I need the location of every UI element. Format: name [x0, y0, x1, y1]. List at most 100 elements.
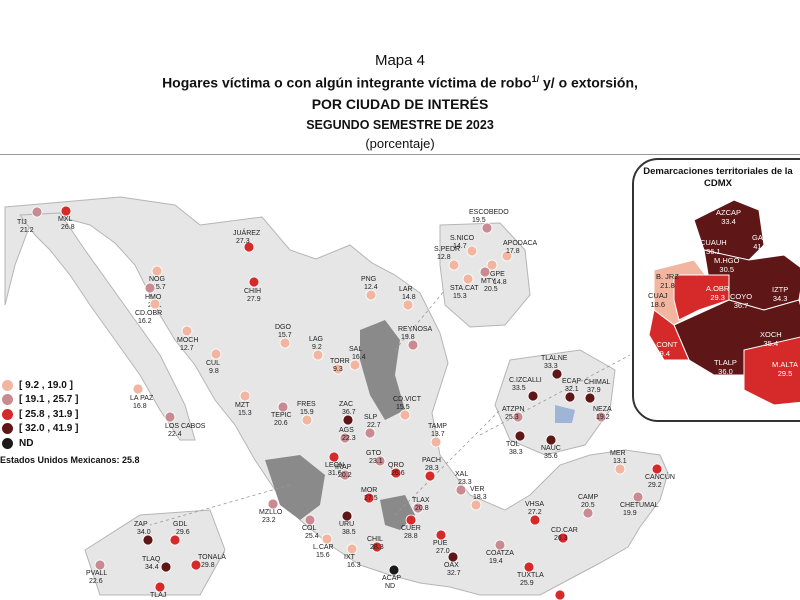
city-value: 32.1 — [565, 386, 579, 393]
city-value: 13.7 — [431, 431, 445, 438]
city-name: MZLLO — [259, 509, 283, 516]
city-dot — [144, 282, 156, 294]
cdmx-district-value: 36.1 — [706, 247, 721, 256]
city-dot — [595, 411, 607, 423]
city-dot — [190, 559, 202, 571]
city-dot — [160, 561, 172, 573]
city-name: COATZA — [486, 550, 514, 557]
title-footnote: 1/ — [531, 74, 540, 84]
cdmx-district-aobr — [673, 274, 730, 321]
city-dot — [142, 534, 154, 546]
city-value: 20.5 — [484, 286, 498, 293]
city-value: 26.3 — [554, 535, 568, 542]
city-markers: TIJ21.2MXL26.8NOG15.7HMO21.1JUÁREZ27.3CH… — [17, 205, 675, 600]
city-dot — [279, 337, 291, 349]
city-value: 28.3 — [425, 465, 439, 472]
city-dot — [424, 470, 436, 482]
city-name: LOS CABOS — [165, 423, 206, 430]
cdmx-district-value: 30.5 — [719, 265, 735, 274]
cdmx-district-label: B. JRZ 21.8 — [656, 272, 679, 290]
city-name: CD.VICT — [393, 396, 422, 403]
city-dot — [448, 259, 460, 271]
city-dot — [248, 276, 260, 288]
cdmx-district-value: 36.7 — [733, 301, 749, 310]
map-subtitle: por ciudad de interés — [311, 96, 489, 112]
city-dot — [527, 390, 539, 402]
city-name: JUÁREZ — [233, 228, 261, 237]
city-value: 16.8 — [133, 403, 147, 410]
city-name: REYNOSA — [398, 326, 433, 333]
cdmx-title: Demarcaciones territoriales de la CDMX — [643, 166, 793, 189]
map-title: Hogares víctima o con algún integrante v… — [0, 74, 800, 91]
cdmx-district-value: 29.3 — [710, 293, 725, 302]
city-dot — [455, 484, 467, 496]
city-dot — [501, 250, 513, 262]
city-name: VER — [470, 486, 484, 493]
city-value: 18.3 — [473, 494, 487, 501]
jalisco-shade — [265, 455, 325, 520]
cdmx-district-label: M.CONT 29.4 — [648, 340, 678, 358]
city-name: CD.CAR — [551, 527, 578, 534]
title-divider — [0, 154, 800, 155]
city-name: TLAX — [412, 497, 430, 504]
cdmx-district-value: 29.5 — [777, 369, 793, 378]
city-dot — [402, 299, 414, 311]
city-dot — [584, 392, 596, 404]
city-dot — [523, 561, 535, 573]
city-name: CHIMAL — [584, 379, 611, 386]
city-value: 22.4 — [168, 431, 182, 438]
city-name: QRO — [388, 462, 405, 469]
city-dot — [94, 559, 106, 571]
city-value: 29.6 — [176, 529, 190, 536]
city-dot — [164, 411, 176, 423]
city-name: MXL — [58, 216, 73, 223]
city-value: 22.3 — [342, 435, 356, 442]
city-value: 15.6 — [316, 552, 330, 559]
city-value: 33.5 — [512, 385, 526, 392]
city-name: CUER — [401, 525, 421, 532]
city-name: OAX — [444, 562, 459, 569]
legend-label: [ 25.8 , 31.9 ] — [19, 408, 79, 420]
city-value: 37.9 — [587, 387, 601, 394]
city-name: ZAP — [134, 521, 148, 528]
city-dot — [554, 589, 566, 600]
city-value: 35.6 — [544, 453, 558, 460]
city-name: LEÓN — [325, 460, 344, 469]
inset-connectors — [149, 289, 631, 526]
city-value: 20.5 — [581, 502, 595, 509]
city-name: PUE — [433, 540, 448, 547]
legend-swatch — [2, 379, 13, 391]
city-dot — [557, 532, 569, 544]
city-value: 34.0 — [137, 529, 151, 536]
city-value: 20.2 — [338, 472, 352, 479]
city-name: TLALNE — [541, 355, 568, 362]
city-dot — [339, 432, 351, 444]
coahuila-shade — [360, 320, 405, 420]
cdmx-district-label: XOCH 35.4 — [760, 330, 782, 348]
city-dot — [321, 533, 333, 545]
city-value: 23.3 — [458, 479, 472, 486]
city-dot — [435, 529, 447, 541]
city-value: 15.9 — [300, 409, 314, 416]
city-dot — [364, 427, 376, 439]
city-value: 36.7 — [342, 409, 356, 416]
city-value: 19.5 — [472, 217, 486, 224]
